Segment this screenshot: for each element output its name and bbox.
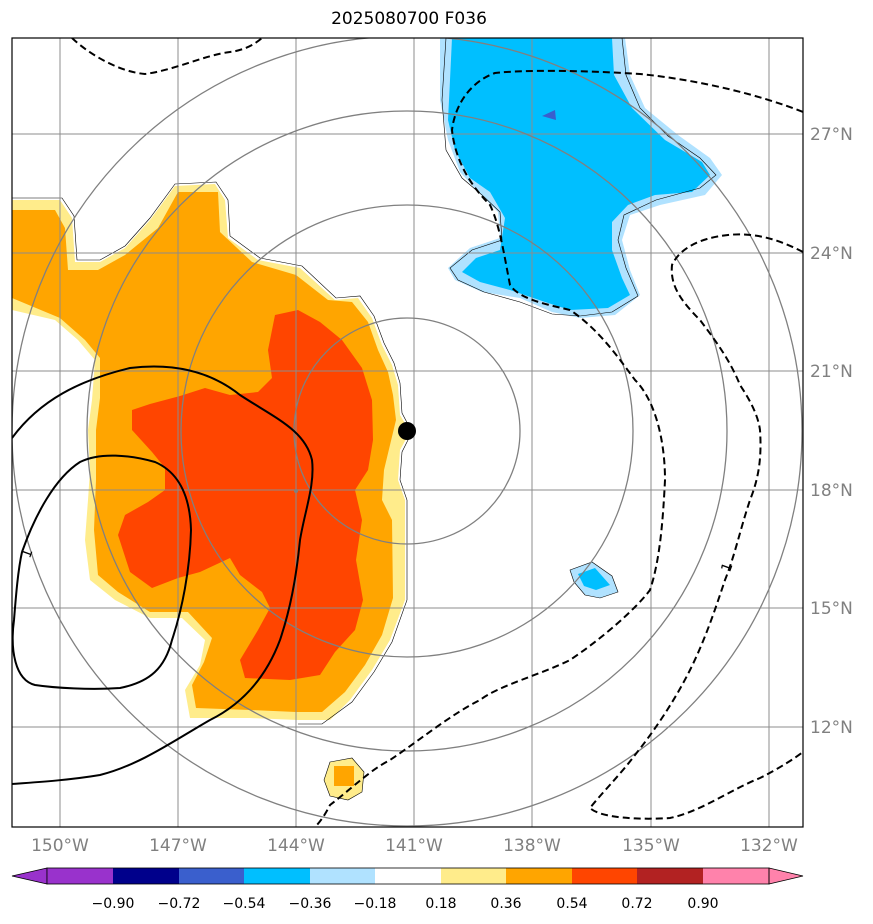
range-ring-3 bbox=[86, 110, 728, 752]
colorbar-bin bbox=[441, 868, 506, 884]
colorbar-label: 0.54 bbox=[556, 896, 587, 912]
dashed-contour-middle bbox=[314, 69, 803, 827]
colorbar-label: 0.18 bbox=[425, 896, 456, 912]
lon-label: 135°W bbox=[622, 836, 680, 856]
map-border bbox=[11, 37, 804, 828]
solid-contours bbox=[12, 365, 314, 785]
colorbar-label: −0.54 bbox=[223, 896, 266, 912]
small-negative-core bbox=[578, 568, 610, 590]
colorbar-bin bbox=[310, 868, 375, 884]
colorbar-bin bbox=[244, 868, 310, 884]
colorbar-extend-low bbox=[11, 867, 48, 885]
colorbar-bin bbox=[506, 868, 572, 884]
lon-label: 144°W bbox=[267, 836, 325, 856]
colorbar-frame bbox=[46, 867, 770, 885]
colorbar-label: −0.36 bbox=[289, 896, 332, 912]
colorbar-bin bbox=[703, 868, 769, 884]
storm-center-marker bbox=[398, 422, 416, 440]
lat-label: 27°N bbox=[810, 125, 853, 145]
colorbar-bin bbox=[47, 868, 113, 884]
range-ring-4 bbox=[12, 38, 803, 827]
negative-anomaly-outline bbox=[441, 38, 717, 317]
lat-label: 15°N bbox=[810, 599, 853, 619]
lon-label: 141°W bbox=[385, 836, 443, 856]
colorbar-label: 0.72 bbox=[621, 896, 652, 912]
lon-tick-labels: 150°W 147°W 144°W 141°W 138°W 135°W 132°… bbox=[31, 836, 798, 856]
colorbar-bin bbox=[375, 868, 441, 884]
colorbar-bin bbox=[637, 868, 703, 884]
colorbar-label: −0.72 bbox=[158, 896, 201, 912]
colorbar-label: −0.18 bbox=[354, 896, 397, 912]
lat-label: 24°N bbox=[810, 244, 853, 264]
colorbar-bin bbox=[113, 868, 179, 884]
lat-label: 21°N bbox=[810, 362, 853, 382]
lon-label: 132°W bbox=[740, 836, 798, 856]
dashed-contour-right bbox=[588, 233, 803, 820]
small-positive-core bbox=[334, 766, 354, 786]
lat-label: 18°N bbox=[810, 481, 853, 501]
colorbar-label: 0.90 bbox=[687, 896, 718, 912]
colorbar-bin bbox=[572, 868, 637, 884]
colorbar-extend-high bbox=[768, 867, 804, 885]
colorbar-bin bbox=[179, 868, 244, 884]
colorbar: −0.90 −0.72 −0.54 −0.36 −0.18 0.18 0.36 … bbox=[11, 867, 804, 912]
solid-contour-inner bbox=[12, 454, 193, 690]
colorbar-label: 0.36 bbox=[490, 896, 521, 912]
dashed-contours bbox=[71, 38, 803, 827]
tiny-negative-spot bbox=[542, 110, 556, 120]
positive-anomaly-core bbox=[118, 310, 373, 680]
dashed-contour-top bbox=[71, 38, 263, 76]
solid-contour-outer bbox=[12, 365, 314, 785]
lat-tick-labels: 27°N 24°N 21°N 18°N 15°N 12°N bbox=[810, 125, 853, 738]
range-ring-2 bbox=[180, 204, 634, 658]
range-rings bbox=[12, 38, 803, 827]
colorbar-label: −0.90 bbox=[92, 896, 135, 912]
minor-center-dot bbox=[294, 489, 298, 493]
map-title: 2025080700 F036 bbox=[331, 9, 487, 29]
lon-label: 150°W bbox=[31, 836, 89, 856]
positive-anomaly-outline bbox=[12, 181, 413, 725]
lon-label: 138°W bbox=[503, 836, 561, 856]
negative-anomaly-core bbox=[448, 38, 710, 310]
lon-label: 147°W bbox=[149, 836, 207, 856]
lat-label: 12°N bbox=[810, 718, 853, 738]
